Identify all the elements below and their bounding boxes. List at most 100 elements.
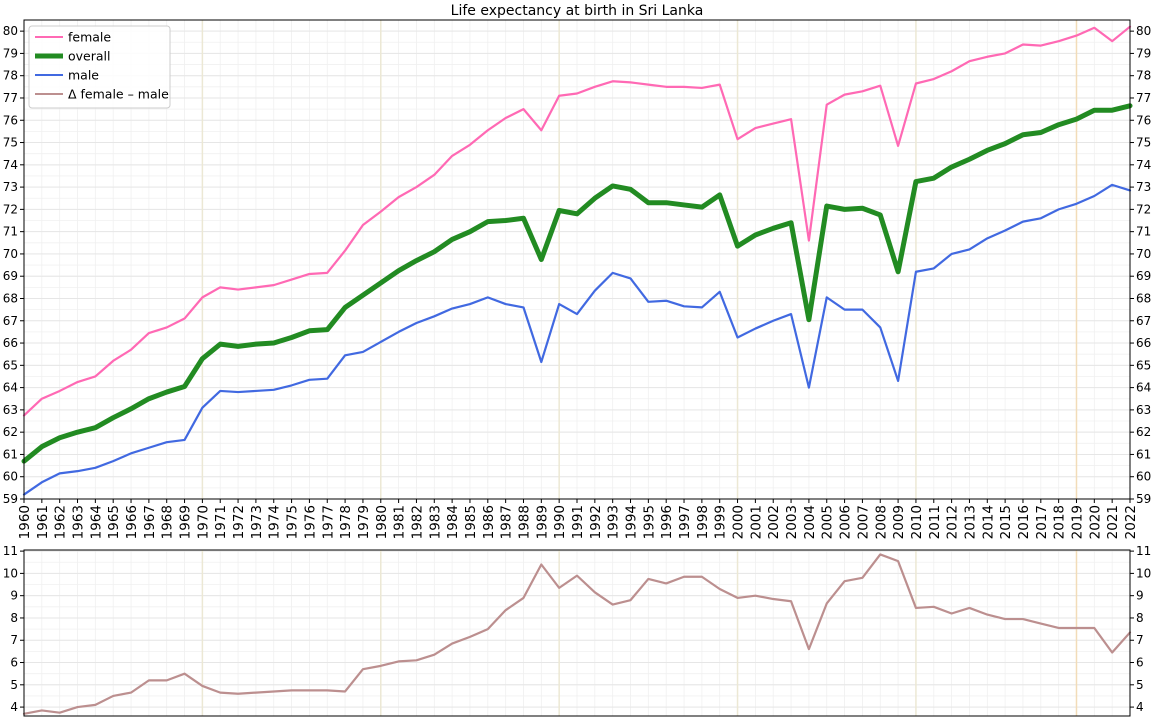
x-tick-label: 1985 <box>463 505 479 539</box>
x-tick-label: 2002 <box>766 505 782 539</box>
y-tick-label-left: 77 <box>3 91 18 105</box>
series-line-male <box>22 183 1132 496</box>
x-tick-label: 2022 <box>1123 505 1139 539</box>
y-tick-label-right: 5 <box>1136 678 1144 692</box>
y-tick-label-right: 60 <box>1136 470 1151 484</box>
x-tick-label: 1983 <box>427 505 443 539</box>
y-tick-label-left: 71 <box>3 225 18 239</box>
x-tick-label: 1997 <box>677 505 693 539</box>
x-tick-label: 1979 <box>356 505 372 539</box>
x-tick-label: 2010 <box>909 505 925 539</box>
x-tick-label: 2006 <box>838 505 854 539</box>
y-tick-label-right: 9 <box>1136 589 1144 603</box>
top-axis-ticks: 59 59 60 60 61 61 62 62 63 63 64 64 65 65 66 66 67 67 68 68… <box>3 24 1152 506</box>
x-tick-label: 1961 <box>35 505 51 539</box>
legend: female overall male Δ female – male <box>28 25 171 109</box>
x-tick-label: 1977 <box>320 505 336 539</box>
x-tick-label: 2003 <box>784 505 800 539</box>
top-series-lines <box>21 25 1133 496</box>
y-tick-label-right: 6 <box>1136 656 1144 670</box>
x-tick-label: 1995 <box>641 505 657 539</box>
y-tick-label-left: 67 <box>3 314 18 328</box>
y-tick-label-right: 66 <box>1136 336 1151 350</box>
legend-label-female: female <box>68 30 111 45</box>
x-tick-label: 1999 <box>713 505 729 539</box>
x-tick-label: 2018 <box>1052 505 1068 539</box>
y-tick-label-right: 8 <box>1136 611 1144 625</box>
y-tick-label-right: 76 <box>1136 113 1151 127</box>
x-tick-label: 1963 <box>71 505 87 539</box>
y-tick-label-right: 75 <box>1136 136 1151 150</box>
x-tick-label: 2009 <box>891 505 907 539</box>
y-tick-label-left: 4 <box>10 700 18 714</box>
x-tick-label: 1965 <box>106 505 122 539</box>
x-tick-label: 1960 <box>17 505 33 539</box>
y-tick-label-right: 80 <box>1136 24 1151 38</box>
x-tick-label: 2016 <box>1016 505 1032 539</box>
x-tick-label: 1964 <box>88 505 104 539</box>
x-tick-label: 2005 <box>820 505 836 539</box>
series-line-overall <box>21 103 1133 464</box>
x-tick-label: 1993 <box>606 505 622 539</box>
y-tick-label-right: 61 <box>1136 447 1151 461</box>
y-tick-label-right: 63 <box>1136 403 1151 417</box>
legend-label-overall: overall <box>68 49 110 64</box>
y-tick-label-left: 72 <box>3 202 18 216</box>
y-tick-label-right: 69 <box>1136 269 1151 283</box>
y-tick-label-left: 61 <box>3 447 18 461</box>
bottom-series-lines <box>22 553 1132 715</box>
y-tick-label-right: 11 <box>1136 544 1151 558</box>
x-tick-label: 1966 <box>124 505 140 539</box>
y-tick-label-left: 10 <box>3 566 18 580</box>
x-tick-label: 1996 <box>659 505 675 539</box>
x-tick-label: 1962 <box>53 505 69 539</box>
y-tick-label-left: 64 <box>3 381 18 395</box>
x-tick-label: 1974 <box>267 505 283 539</box>
top-plot-frame <box>23 19 1131 500</box>
x-tick-label: 1975 <box>285 505 301 539</box>
chart-title: Life expectancy at birth in Sri Lanka <box>451 3 704 19</box>
y-tick-label-left: 11 <box>3 544 18 558</box>
y-tick-label-right: 74 <box>1136 158 1151 172</box>
y-tick-label-left: 78 <box>3 69 18 83</box>
y-tick-label-left: 70 <box>3 247 18 261</box>
x-tick-label: 1989 <box>534 505 550 539</box>
y-tick-label-right: 10 <box>1136 566 1151 580</box>
bottom-plot-frame <box>23 549 1131 717</box>
y-tick-label-right: 7 <box>1136 633 1144 647</box>
y-tick-label-left: 66 <box>3 336 18 350</box>
x-tick-label: 2004 <box>802 505 818 539</box>
y-tick-label-left: 80 <box>3 24 18 38</box>
y-tick-label-left: 74 <box>3 158 18 172</box>
legend-label-male: male <box>68 68 99 83</box>
x-tick-label: 2020 <box>1087 505 1103 539</box>
y-tick-label-left: 73 <box>3 180 18 194</box>
x-tick-label: 1969 <box>178 505 194 539</box>
y-tick-label-left: 8 <box>10 611 18 625</box>
y-tick-label-left: 63 <box>3 403 18 417</box>
y-tick-label-right: 73 <box>1136 180 1151 194</box>
x-tick-label: 2017 <box>1034 505 1050 539</box>
x-tick-label: 1973 <box>249 505 265 539</box>
y-tick-label-right: 78 <box>1136 69 1151 83</box>
y-tick-label-left: 65 <box>3 358 18 372</box>
x-tick-label: 1986 <box>481 505 497 539</box>
x-tick-label: 1987 <box>499 505 515 539</box>
y-tick-label-left: 75 <box>3 136 18 150</box>
x-tick-label: 1991 <box>570 505 586 539</box>
y-tick-label-left: 7 <box>10 633 18 647</box>
y-tick-label-left: 79 <box>3 46 18 60</box>
y-tick-label-left: 59 <box>3 492 18 506</box>
legend-label-difference: Δ female – male <box>68 87 169 102</box>
y-tick-label-left: 5 <box>10 678 18 692</box>
y-tick-label-left: 69 <box>3 269 18 283</box>
x-tick-label: 2015 <box>998 505 1014 539</box>
y-tick-label-right: 59 <box>1136 492 1151 506</box>
x-tick-label: 2011 <box>927 505 943 539</box>
y-tick-label-right: 64 <box>1136 381 1151 395</box>
x-tick-label: 1968 <box>160 505 176 539</box>
y-tick-label-left: 62 <box>3 425 18 439</box>
y-tick-label-right: 70 <box>1136 247 1151 261</box>
y-tick-label-right: 62 <box>1136 425 1151 439</box>
